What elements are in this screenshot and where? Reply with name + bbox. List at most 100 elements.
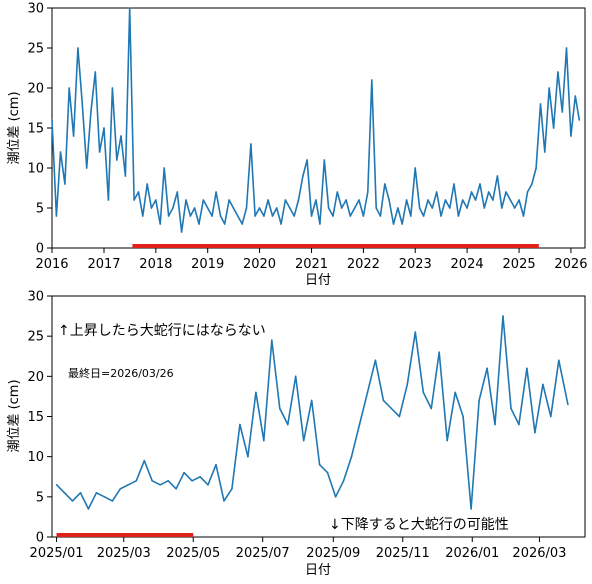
y-tick-label: 25 (27, 330, 44, 345)
data-point (289, 207, 291, 209)
data-point (526, 367, 528, 370)
data-point (483, 207, 486, 209)
data-point (440, 215, 442, 217)
data-point (297, 199, 300, 201)
data-point (150, 207, 153, 209)
data-point (151, 479, 154, 482)
data-point (318, 463, 321, 466)
data-point (133, 199, 135, 201)
data-point (390, 407, 393, 410)
x-tick-label: 2025/03 (97, 546, 151, 561)
data-point (107, 199, 110, 201)
data-point (470, 508, 472, 510)
x-tick-label: 2017 (87, 257, 120, 272)
data-point (358, 423, 361, 426)
data-point (176, 191, 179, 193)
data-point (254, 215, 256, 217)
x-tick-label: 2025/07 (236, 546, 290, 561)
data-point (518, 423, 520, 426)
data-point (494, 423, 496, 426)
data-point (342, 479, 345, 482)
data-point (263, 215, 265, 217)
data-point (502, 315, 504, 317)
data-point (405, 199, 408, 201)
y-tick-label: 5 (36, 490, 44, 505)
data-point (326, 471, 329, 474)
data-point (59, 151, 62, 153)
data-point (302, 439, 305, 442)
data-point (479, 183, 481, 185)
data-point (565, 47, 568, 49)
series-line-group (51, 7, 581, 233)
data-point (461, 199, 464, 201)
data-point (135, 479, 138, 482)
y-tick-label: 25 (27, 42, 44, 57)
data-point (302, 175, 304, 177)
data-point (95, 492, 98, 494)
data-point (280, 223, 282, 225)
x-axis-label: 日付 (305, 563, 331, 578)
data-point (370, 79, 373, 81)
data-point (315, 199, 317, 201)
data-point (466, 207, 468, 209)
data-point (430, 407, 433, 410)
data-point (358, 199, 360, 201)
x-tick-label: 2026/01 (445, 546, 499, 561)
data-point (172, 207, 174, 209)
data-point (454, 391, 456, 394)
data-point (271, 339, 273, 341)
data-point (81, 103, 84, 105)
data-point (414, 167, 417, 169)
data-point (137, 191, 140, 193)
data-point (77, 47, 79, 49)
data-point (570, 135, 572, 137)
data-point (552, 127, 555, 129)
annotation-last-date: 最終日=2026/03/26 (68, 366, 174, 380)
data-point (323, 159, 326, 161)
data-point (374, 359, 377, 362)
data-point (128, 7, 131, 9)
data-point (392, 223, 395, 225)
data-point (267, 199, 269, 201)
y-axis-label: 潮位差 (cm) (7, 379, 22, 452)
x-tick-label: 2019 (191, 257, 224, 272)
y-tick-label: 10 (27, 450, 44, 465)
data-point (457, 215, 460, 217)
data-point (542, 383, 544, 386)
data-point (239, 423, 241, 426)
data-point (444, 199, 447, 201)
data-point (191, 479, 193, 482)
data-point (509, 199, 512, 201)
data-point (462, 415, 464, 418)
x-tick-label: 2021 (295, 257, 328, 272)
data-point (119, 488, 122, 490)
data-point (478, 399, 480, 402)
data-point (163, 167, 166, 169)
y-tick-label: 10 (27, 162, 44, 177)
data-point (510, 407, 512, 410)
data-point (310, 399, 313, 402)
data-point (72, 135, 75, 137)
data-point (350, 455, 353, 458)
x-tick-label: 2020 (243, 257, 276, 272)
data-point (397, 207, 399, 209)
series-line (51, 7, 581, 233)
annotation-up: ↑上昇したら大蛇行にはならない (58, 323, 266, 339)
data-point (120, 135, 122, 137)
data-point (255, 391, 257, 394)
data-point (427, 199, 429, 201)
data-point (241, 223, 244, 225)
data-point (384, 183, 386, 185)
data-point (353, 207, 356, 209)
y-tick-label: 30 (27, 2, 44, 17)
data-point (388, 199, 390, 201)
data-point (94, 71, 97, 73)
data-point (115, 159, 118, 161)
data-point (141, 215, 144, 217)
data-point (310, 215, 313, 217)
data-point (327, 207, 330, 209)
data-point (379, 215, 382, 217)
data-point (63, 492, 66, 494)
